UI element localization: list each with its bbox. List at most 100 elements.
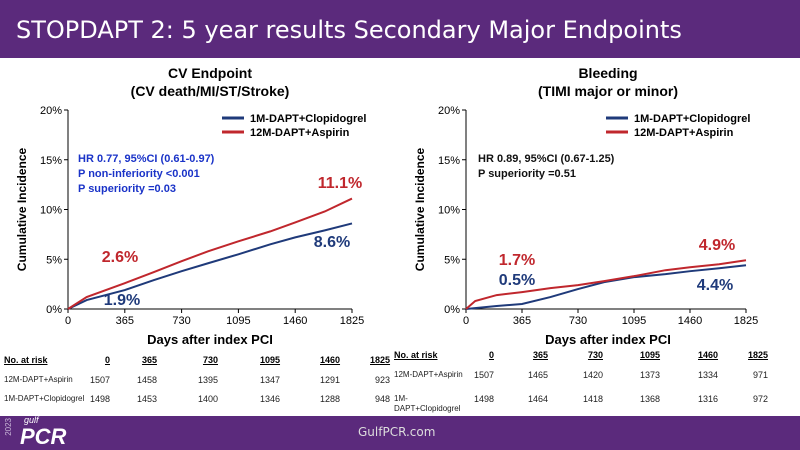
chart-title: Bleeding (578, 65, 637, 81)
x-axis-label: Days after index PCI (147, 332, 273, 347)
risk-table-cell: 1288 (319, 394, 340, 404)
y-axis-label: Cumulative Incidence (413, 147, 427, 271)
risk-table-cell: 1507 (473, 370, 494, 380)
annotation-blue_365: 1.9% (104, 292, 140, 309)
risk-table-cell: 1316 (697, 394, 718, 404)
risk-table-row-label: 1M-DAPT+Clopidogrel (4, 394, 85, 403)
annotation-blue_1825: 4.4% (697, 277, 733, 294)
risk-table-cell: 948 (374, 394, 390, 404)
y-tick-label: 5% (444, 254, 460, 266)
stats-text: P non-inferiority <0.001 (78, 168, 200, 180)
risk-table-row-label: 1M-DAPT+Clopidogrel (394, 394, 461, 413)
annotation-blue_365: 0.5% (499, 272, 535, 289)
risk-table-col: 1095 (640, 350, 661, 360)
risk-table-cell: 1507 (89, 375, 110, 385)
risk-table-cell: 1291 (319, 375, 340, 385)
risk-table-col: 365 (532, 350, 548, 360)
x-tick-label: 0 (463, 315, 469, 327)
risk-table-col: 1825 (748, 350, 769, 360)
risk-table-cell: 1498 (473, 394, 494, 404)
stats-text: HR 0.89, 95%CI (0.67-1.25) (478, 153, 615, 165)
footer-url: GulfPCR.com (358, 425, 436, 439)
pcr-logo: PCR (20, 424, 67, 449)
chart-title: CV Endpoint (168, 65, 252, 81)
x-tick-label: 0 (65, 315, 71, 327)
risk-table-col: 1460 (698, 350, 719, 360)
logo-year: 2023 (4, 418, 13, 436)
x-tick-label: 1825 (340, 315, 364, 327)
risk-table-header: No. at risk (4, 355, 48, 365)
stats-text: P superiority =0.03 (78, 183, 176, 195)
annotation-red_365: 2.6% (102, 249, 138, 266)
risk-table-row-label: 12M-DAPT+Aspirin (394, 370, 463, 379)
legend-label: 1M-DAPT+Clopidogrel (634, 113, 750, 125)
title-bar: STOPDAPT 2: 5 year results Secondary Maj… (0, 0, 800, 58)
legend-label: 12M-DAPT+Aspirin (250, 127, 350, 139)
risk-table-cell: 1420 (582, 370, 603, 380)
risk-table-col: 1460 (320, 355, 341, 365)
risk-table-cell: 1395 (197, 375, 218, 385)
risk-table-col: 0 (488, 350, 494, 360)
x-tick-label: 1460 (678, 315, 702, 327)
risk-table-cell: 1334 (697, 370, 718, 380)
risk-table-cell: 1464 (527, 394, 548, 404)
x-tick-label: 1460 (283, 315, 307, 327)
risk-table-col: 1825 (370, 355, 391, 365)
annotation-blue_1825: 8.6% (314, 234, 350, 251)
x-axis-label: Days after index PCI (545, 332, 671, 347)
slide-title: STOPDAPT 2: 5 year results Secondary Maj… (16, 16, 682, 44)
y-tick-label: 20% (40, 105, 62, 117)
risk-table-col: 730 (587, 350, 603, 360)
risk-table-cell: 1458 (136, 375, 157, 385)
legend-label: 12M-DAPT+Aspirin (634, 127, 734, 139)
risk-table-cell: 923 (374, 375, 390, 385)
y-tick-label: 0% (444, 304, 460, 316)
risk-table-cell: 1453 (136, 394, 157, 404)
risk-table-cell: 1498 (89, 394, 110, 404)
risk-table-cell: 1368 (639, 394, 660, 404)
risk-table-cell: 1400 (197, 394, 218, 404)
risk-table-col: 730 (202, 355, 218, 365)
y-tick-label: 15% (40, 155, 62, 167)
stats-text: P superiority =0.51 (478, 168, 576, 180)
risk-table-cell: 1373 (639, 370, 660, 380)
risk-table-cell: 1347 (259, 375, 280, 385)
series-line-aspirin (465, 259, 747, 310)
annotation-red_365: 1.7% (499, 252, 535, 269)
y-axis-label: Cumulative Incidence (15, 147, 29, 271)
x-tick-label: 365 (116, 315, 134, 327)
risk-table-cell: 971 (752, 370, 768, 380)
y-tick-label: 20% (438, 105, 460, 117)
x-tick-label: 365 (513, 315, 531, 327)
risk-table-col: 0 (104, 355, 110, 365)
logo-sub: gulf (24, 415, 39, 425)
series-line-aspirin (67, 197, 353, 310)
x-tick-label: 730 (172, 315, 190, 327)
legend-label: 1M-DAPT+Clopidogrel (250, 113, 366, 125)
risk-table-cell: 1418 (582, 394, 603, 404)
risk-table-cell: 1346 (259, 394, 280, 404)
stats-text: HR 0.77, 95%CI (0.61-0.97) (78, 153, 215, 165)
risk-table-cell: 1465 (527, 370, 548, 380)
y-tick-label: 5% (46, 254, 62, 266)
y-tick-label: 0% (46, 304, 62, 316)
risk-table-row-label: 12M-DAPT+Aspirin (4, 375, 73, 384)
risk-table-cell: 972 (752, 394, 768, 404)
y-tick-label: 10% (438, 205, 460, 217)
chart-subtitle: (TIMI major or minor) (538, 83, 678, 99)
risk-table-col: 1095 (260, 355, 281, 365)
series-line-clopidogrel (67, 222, 353, 310)
x-tick-label: 730 (569, 315, 587, 327)
x-tick-label: 1095 (622, 315, 646, 327)
risk-table-header: No. at risk (394, 350, 438, 360)
chart-subtitle: (CV death/MI/ST/Stroke) (131, 83, 290, 99)
footer: 2023 gulf PCR GulfPCR.com (0, 416, 800, 450)
x-tick-label: 1825 (734, 315, 758, 327)
y-tick-label: 15% (438, 155, 460, 167)
x-tick-label: 1095 (226, 315, 250, 327)
annotation-red_1825: 11.1% (318, 175, 362, 192)
risk-table-col: 365 (141, 355, 157, 365)
y-tick-label: 10% (40, 205, 62, 217)
annotation-red_1825: 4.9% (699, 237, 735, 254)
